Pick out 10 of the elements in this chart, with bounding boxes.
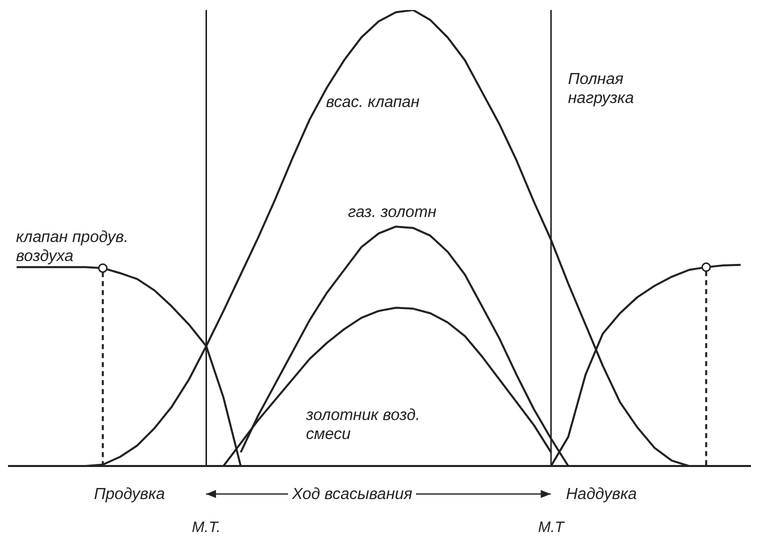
series-label: газ. золотн	[348, 203, 438, 222]
x-tick-label: М.Т.	[192, 519, 221, 536]
x-tick-label: М.Т	[538, 519, 566, 536]
text: Наддувка	[566, 485, 638, 504]
series-label: золотник возд. смеси	[306, 406, 422, 444]
annotation: Полная нагрузка	[568, 70, 635, 108]
series-label: всас. клапан	[326, 93, 421, 112]
series-label: клапан продув. воздуха	[16, 228, 130, 266]
text: Ход всасывания	[288, 485, 416, 504]
text: Продувка	[94, 485, 166, 504]
